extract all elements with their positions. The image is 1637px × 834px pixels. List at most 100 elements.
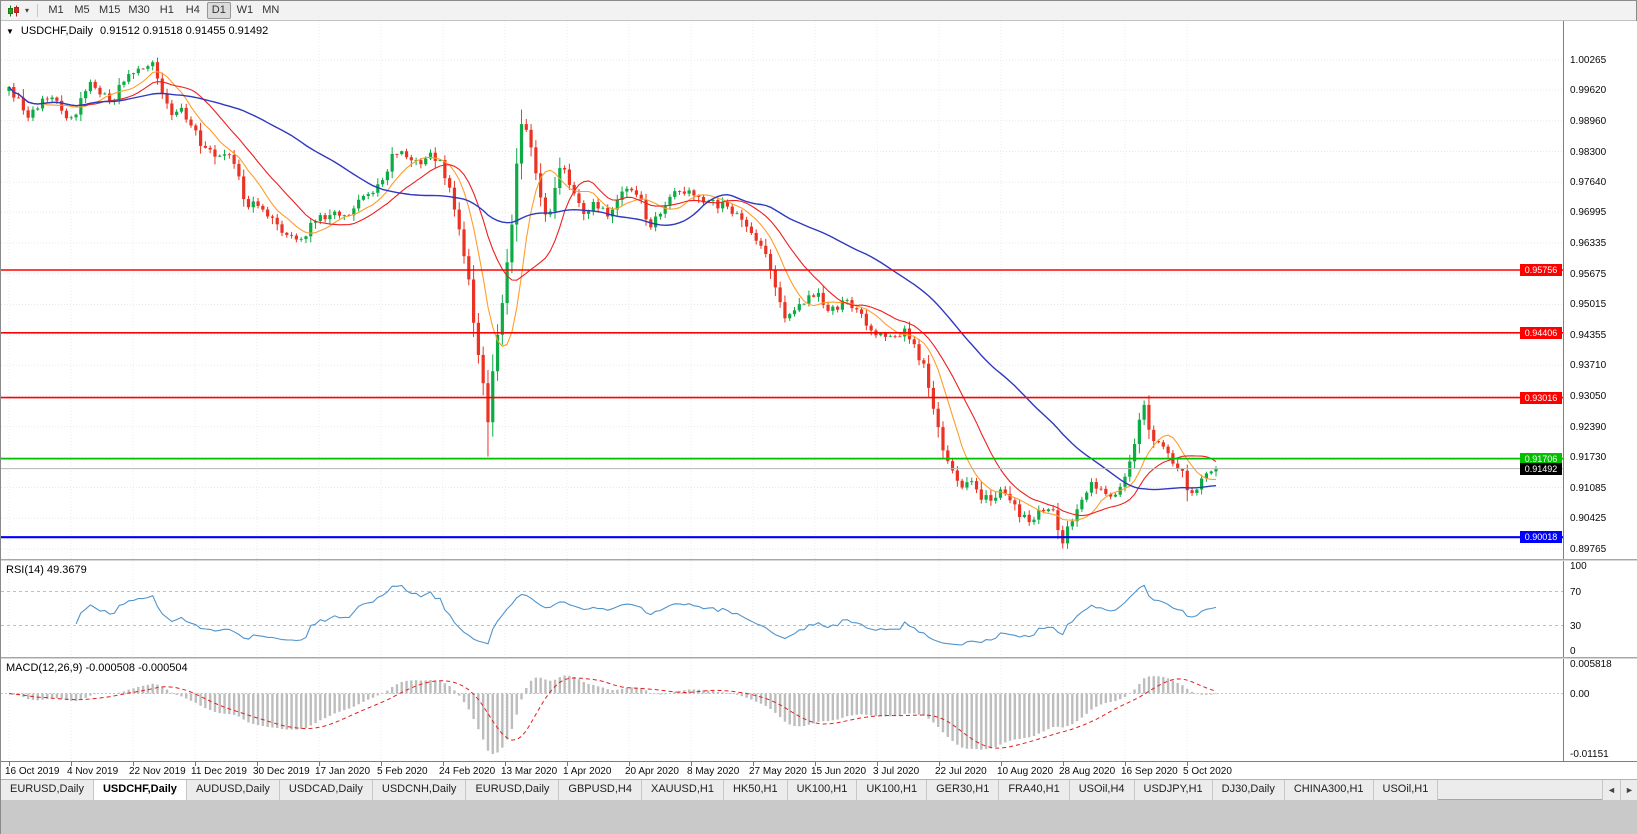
panel-splitter[interactable] bbox=[1, 559, 1637, 561]
candlestick-chart-icon[interactable] bbox=[4, 3, 22, 19]
chart-type-caret-icon[interactable]: ▾ bbox=[24, 6, 29, 15]
time-axis-label: 22 Jul 2020 bbox=[935, 766, 987, 777]
price-axis-label: 0.93050 bbox=[1570, 391, 1607, 402]
status-bar bbox=[1, 799, 1637, 834]
chart-tab[interactable]: GBPUSD,H4 bbox=[559, 780, 642, 800]
hline-price-tag: 0.95756 bbox=[1520, 263, 1562, 276]
toolbar-separator bbox=[37, 4, 38, 17]
time-axis-label: 16 Oct 2019 bbox=[5, 766, 60, 777]
chart-tab[interactable]: GER30,H1 bbox=[927, 780, 1000, 800]
rsi-canvas[interactable] bbox=[1, 561, 1563, 657]
tab-scroll-arrows: ◄ ► bbox=[1602, 780, 1637, 800]
time-axis-label: 5 Feb 2020 bbox=[377, 766, 428, 777]
time-axis-tick bbox=[939, 762, 940, 766]
chart-tab[interactable]: USDJPY,H1 bbox=[1134, 780, 1213, 800]
price-axis-label: 0.93710 bbox=[1570, 360, 1607, 372]
timeframe-button-d1[interactable]: D1 bbox=[206, 2, 231, 19]
time-axis-tick bbox=[753, 762, 754, 766]
timeframe-button-m15[interactable]: M15 bbox=[99, 4, 121, 16]
price-axis-label: 0.91085 bbox=[1570, 482, 1607, 494]
main-chart-canvas[interactable] bbox=[1, 21, 1563, 559]
chart-tab[interactable]: USDCAD,Daily bbox=[279, 780, 373, 800]
time-axis-label: 5 Oct 2020 bbox=[1183, 766, 1232, 777]
hline-price-tag: 0.90018 bbox=[1520, 531, 1562, 544]
rsi-axis[interactable]: 100 70 30 0 bbox=[1563, 561, 1637, 657]
rsi-panel[interactable]: RSI(14) 49.3679 bbox=[1, 561, 1563, 657]
macd-signal-line bbox=[8, 677, 1217, 749]
price-axis-label: 0.98960 bbox=[1570, 115, 1607, 127]
hline-price-tag: 0.91706 bbox=[1520, 452, 1562, 465]
chart-tab[interactable]: AUDUSD,Daily bbox=[186, 780, 280, 800]
time-axis-label: 4 Nov 2019 bbox=[67, 766, 119, 777]
rsi-line bbox=[75, 584, 1217, 646]
time-axis-tick bbox=[133, 762, 134, 766]
rsi-axis-label: 70 bbox=[1570, 586, 1582, 598]
time-axis-label: 17 Jan 2020 bbox=[315, 766, 371, 777]
price-axis-label: 0.90425 bbox=[1570, 513, 1607, 525]
ma-line-45 bbox=[8, 86, 1217, 491]
chart-tab[interactable]: USDCNH,Daily bbox=[372, 780, 467, 800]
price-axis-label: 0.97640 bbox=[1570, 177, 1607, 189]
price-axis-label: 0.95675 bbox=[1570, 268, 1607, 280]
time-axis-label: 15 Jun 2020 bbox=[811, 766, 867, 777]
time-axis-label: 24 Feb 2020 bbox=[439, 766, 496, 777]
time-axis-tick bbox=[1187, 762, 1188, 766]
panel-splitter[interactable] bbox=[1, 657, 1637, 659]
chart-tab[interactable]: USOil,H1 bbox=[1373, 780, 1439, 800]
macd-panel[interactable]: MACD(12,26,9) -0.000508 -0.000504 bbox=[1, 659, 1563, 761]
timeframe-button-m1[interactable]: M1 bbox=[48, 4, 64, 16]
collapse-caret-icon[interactable]: ▼ bbox=[6, 26, 14, 36]
time-axis[interactable]: 16 Oct 2019 4 Nov 2019 22 Nov 2019 11 Dec 2… bbox=[1, 761, 1637, 779]
chart-tab-bar: EURUSD,Daily USDCHF,Daily AUDUSD,Daily USDC… bbox=[1, 779, 1637, 800]
time-axis-label: 28 Aug 2020 bbox=[1059, 766, 1116, 777]
price-axis[interactable]: 1.00265 0.99620 0.98960 0.98300 0.97640 0.969… bbox=[1563, 21, 1637, 559]
price-axis-label: 0.99620 bbox=[1570, 85, 1607, 97]
time-axis-label: 8 May 2020 bbox=[687, 766, 740, 777]
rsi-axis-label: 30 bbox=[1570, 620, 1582, 632]
price-axis-label: 0.92390 bbox=[1570, 421, 1607, 433]
candles-layer bbox=[7, 57, 1218, 549]
time-axis-tick bbox=[691, 762, 692, 766]
time-axis-label: 10 Aug 2020 bbox=[997, 766, 1054, 777]
timeframe-button-m5[interactable]: M5 bbox=[74, 4, 90, 16]
macd-canvas[interactable] bbox=[1, 659, 1563, 761]
time-axis-tick bbox=[9, 762, 10, 766]
timeframe-button-h4[interactable]: H4 bbox=[185, 4, 200, 16]
price-axis-label: 0.98300 bbox=[1570, 146, 1607, 158]
time-axis-tick bbox=[319, 762, 320, 766]
chart-tab[interactable]: UK100,H1 bbox=[787, 780, 858, 800]
chart-tab[interactable]: FRA40,H1 bbox=[999, 780, 1070, 800]
chart-tab[interactable]: DJ30,Daily bbox=[1212, 780, 1285, 800]
timeframe-button-m30[interactable]: M30 bbox=[128, 4, 150, 16]
chart-ohlc-values: 0.91512 0.91518 0.91455 0.91492 bbox=[100, 25, 269, 37]
chart-tab[interactable]: EURUSD,Daily bbox=[466, 780, 560, 800]
ma-line-16 bbox=[8, 81, 1217, 517]
time-axis-tick bbox=[877, 762, 878, 766]
main-chart-panel[interactable]: ▼ USDCHF,Daily 0.91512 0.91518 0.91455 0… bbox=[1, 21, 1563, 559]
chart-tab[interactable]: HK50,H1 bbox=[723, 780, 788, 800]
timeframe-button-h1[interactable]: H1 bbox=[159, 4, 174, 16]
time-axis-tick bbox=[505, 762, 506, 766]
timeframe-button-w1[interactable]: W1 bbox=[236, 4, 254, 16]
tab-scroll-right-icon[interactable]: ► bbox=[1620, 780, 1637, 800]
price-axis-label: 0.94355 bbox=[1570, 330, 1607, 342]
macd-axis-label: 0.00 bbox=[1570, 688, 1590, 700]
chart-tab[interactable]: USOil,H4 bbox=[1069, 780, 1135, 800]
tab-scroll-left-icon[interactable]: ◄ bbox=[1602, 780, 1620, 800]
time-axis-tick bbox=[1125, 762, 1126, 766]
ma-line-8 bbox=[8, 71, 1216, 521]
time-axis-tick bbox=[195, 762, 196, 766]
chart-tab[interactable]: USDCHF,Daily bbox=[93, 780, 187, 800]
macd-axis[interactable]: 0.005818 0.00 -0.01151 bbox=[1563, 659, 1637, 761]
timeframe-button-mn[interactable]: MN bbox=[262, 4, 280, 16]
time-axis-label: 11 Dec 2019 bbox=[191, 766, 247, 777]
chart-tab[interactable]: UK100,H1 bbox=[857, 780, 928, 800]
time-axis-label: 27 May 2020 bbox=[749, 766, 807, 777]
chart-tab[interactable]: CHINA300,H1 bbox=[1284, 780, 1374, 800]
chart-tab[interactable]: XAUUSD,H1 bbox=[641, 780, 724, 800]
hline-price-tag: 0.93016 bbox=[1520, 391, 1562, 404]
time-axis-label: 16 Sep 2020 bbox=[1121, 766, 1178, 777]
macd-axis-label: 0.005818 bbox=[1570, 659, 1612, 670]
chart-symbol-period: USDCHF,Daily bbox=[20, 25, 94, 37]
chart-tab[interactable]: EURUSD,Daily bbox=[1, 780, 94, 800]
